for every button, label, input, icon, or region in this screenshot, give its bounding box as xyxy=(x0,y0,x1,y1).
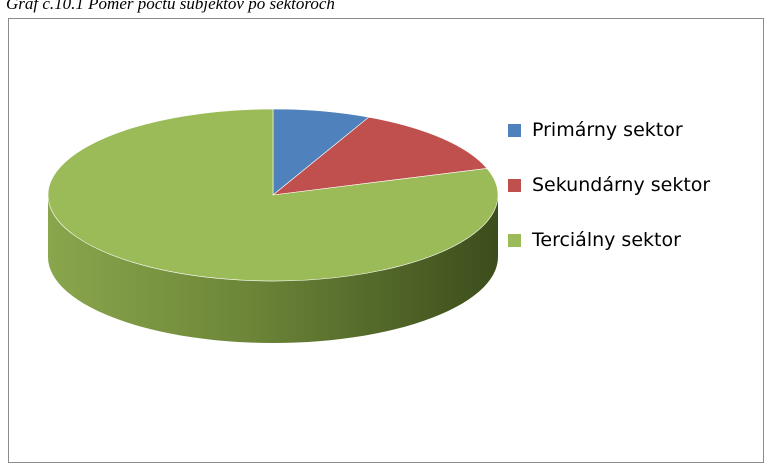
legend-label: Terciálny sektor xyxy=(532,229,681,251)
legend-swatch xyxy=(508,179,521,192)
pie-side xyxy=(48,195,498,343)
caption: Graf č.10.1 Pomer počtu subjektov po sek… xyxy=(6,0,335,13)
pie-slice xyxy=(271,116,488,196)
legend-item: Terciálny sektor xyxy=(508,225,722,255)
legend: Primárny sektor Sekundárny sektor Terciáln… xyxy=(508,115,758,280)
pie-slice xyxy=(47,108,499,282)
legend-item: Sekundárny sektor xyxy=(508,170,722,200)
legend-item: Primárny sektor xyxy=(508,115,722,145)
legend-swatch xyxy=(508,124,521,137)
legend-label: Primárny sektor xyxy=(532,119,683,141)
legend-label: Sekundárny sektor xyxy=(532,174,711,196)
legend-swatch xyxy=(508,234,521,247)
